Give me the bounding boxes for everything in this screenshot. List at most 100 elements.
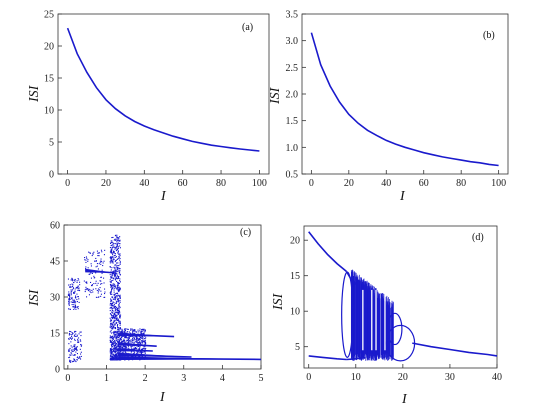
x-tick-label: 0: [309, 178, 314, 189]
scatter-point: [117, 240, 119, 242]
scatter-point: [100, 295, 102, 297]
scatter-point: [71, 350, 73, 352]
scatter-point: [71, 354, 73, 356]
scatter-point: [112, 254, 114, 256]
scatter-point: [137, 351, 139, 353]
scatter-point: [118, 340, 120, 342]
scatter-point: [115, 309, 117, 311]
scatter-point: [110, 290, 112, 292]
scatter-point: [91, 255, 93, 257]
scatter-point: [77, 356, 79, 358]
scatter-point: [117, 258, 119, 260]
scatter-point: [117, 286, 119, 288]
scatter-point: [117, 339, 119, 341]
scatter-point: [102, 262, 104, 264]
scatter-point: [114, 359, 116, 361]
scatter-point: [119, 315, 121, 317]
scatter-point: [117, 349, 119, 351]
scatter-point: [104, 296, 106, 298]
scatter-point: [99, 280, 101, 282]
scatter-point: [117, 276, 119, 278]
scatter-point: [80, 358, 82, 360]
scatter-point: [126, 340, 128, 342]
scatter-point: [122, 339, 124, 341]
panel-d: 0 10 20 30 40 5 10 15 20 (d) I ISI: [271, 225, 502, 407]
panel-b-ticks: 0 20 40 60 80 100 0.5 1.0 1.5 2.0 2.5 3.0 3.5: [286, 10, 507, 190]
scatter-point: [113, 307, 115, 309]
scatter-point: [111, 359, 113, 361]
scatter-point: [119, 328, 121, 330]
scatter-point: [141, 351, 143, 353]
scatter-point: [111, 355, 113, 357]
scatter-point: [70, 301, 72, 303]
scatter-point: [118, 301, 120, 303]
scatter-point: [92, 252, 94, 254]
scatter-point: [129, 340, 131, 342]
scatter-point: [68, 298, 70, 300]
scatter-point: [74, 347, 76, 349]
x-tick-label: 100: [252, 178, 267, 189]
scatter-point: [76, 293, 78, 295]
y-tick-label: 45: [50, 257, 60, 268]
scatter-point: [116, 359, 118, 361]
scatter-point: [111, 318, 113, 320]
scatter-point: [69, 354, 71, 356]
scatter-point: [123, 339, 125, 341]
scatter-point: [72, 288, 74, 290]
scatter-point: [88, 251, 90, 253]
scatter-point: [118, 286, 120, 288]
scatter-point: [114, 278, 116, 280]
y-tick-label: 5: [49, 138, 54, 149]
scatter-point: [127, 339, 129, 341]
scatter-point: [115, 336, 117, 338]
scatter-point: [113, 246, 115, 248]
scatter-point: [127, 341, 129, 343]
scatter-point: [86, 296, 88, 298]
scatter-point: [115, 301, 117, 303]
scatter-point: [118, 237, 120, 239]
scatter-point: [116, 347, 118, 349]
panel-d-ylabel: ISI: [271, 292, 286, 311]
panel-d-frame: [303, 225, 498, 369]
scatter-point: [89, 291, 91, 293]
scatter-point: [110, 285, 112, 287]
scatter-point: [90, 292, 92, 294]
scatter-point: [117, 239, 119, 241]
scatter-point: [73, 282, 75, 284]
scatter-point: [110, 348, 112, 350]
scatter-point: [110, 285, 112, 287]
scatter-point: [119, 345, 121, 347]
scatter-point: [77, 289, 79, 291]
scatter-point: [116, 317, 118, 319]
scatter-point: [136, 353, 138, 355]
scatter-point: [93, 251, 95, 253]
scatter-point: [139, 342, 141, 344]
scatter-point: [117, 299, 119, 301]
scatter-point: [119, 296, 121, 298]
scatter-point: [113, 319, 115, 321]
scatter-point: [117, 313, 119, 315]
scatter-point: [111, 323, 113, 325]
scatter-point: [84, 257, 86, 259]
scatter-point: [111, 346, 113, 348]
scatter-point: [143, 332, 145, 334]
scatter-point: [109, 284, 111, 286]
scatter-point: [109, 307, 111, 309]
scatter-point: [109, 341, 111, 343]
scatter-point: [113, 286, 115, 288]
scatter-point: [139, 341, 141, 343]
scatter-point: [113, 250, 115, 252]
scatter-point: [114, 261, 116, 263]
scatter-point: [73, 299, 75, 301]
scatter-point: [118, 257, 120, 259]
scatter-point: [117, 319, 119, 321]
scatter-point: [136, 341, 138, 343]
scatter-point: [139, 338, 141, 340]
scatter-point: [116, 333, 118, 335]
y-tick-label: 0: [55, 365, 60, 376]
panel-a: 0 20 40 60 80 100 0 5 10 15 20 25 (a) I ISI: [27, 10, 270, 204]
scatter-point: [112, 335, 114, 337]
scatter-point: [112, 284, 114, 286]
scatter-point: [118, 240, 120, 242]
scatter-point: [71, 338, 73, 340]
